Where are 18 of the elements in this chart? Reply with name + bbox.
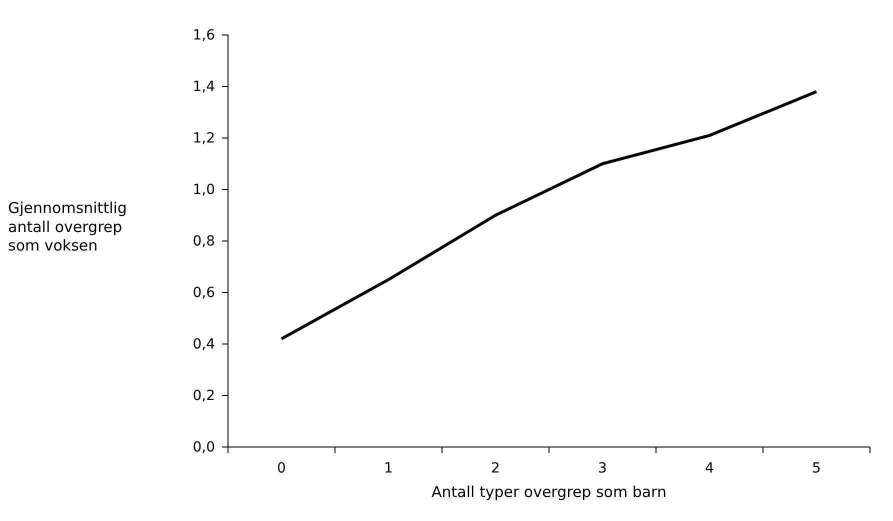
- x-tick-label: 1: [384, 460, 393, 476]
- y-tick-label: 1,2: [192, 130, 215, 146]
- y-tick-label: 0,0: [192, 439, 215, 456]
- x-tick-label: 4: [705, 460, 714, 476]
- y-tick-label: 0,6: [192, 284, 216, 301]
- x-tick-label: 5: [812, 460, 821, 476]
- y-tick-label: 1,0: [192, 182, 215, 198]
- x-tick-label: 2: [491, 460, 500, 476]
- y-tick-label: 0,2: [192, 388, 215, 404]
- x-tick-label: 0: [277, 460, 286, 476]
- y-tick-label: 0,4: [192, 336, 216, 352]
- y-tick-label: 1,6: [192, 27, 216, 44]
- y-tick-label: 0,8: [192, 233, 215, 250]
- x-axis-title: Antall typer overgrep som barn: [432, 483, 666, 501]
- y-tick-label: 1,4: [192, 78, 216, 95]
- x-tick-label: 3: [598, 460, 607, 476]
- line-series: [280, 90, 818, 340]
- y-axis-title: Gjennomsnittlig antall overgrep som voksen: [8, 199, 127, 254]
